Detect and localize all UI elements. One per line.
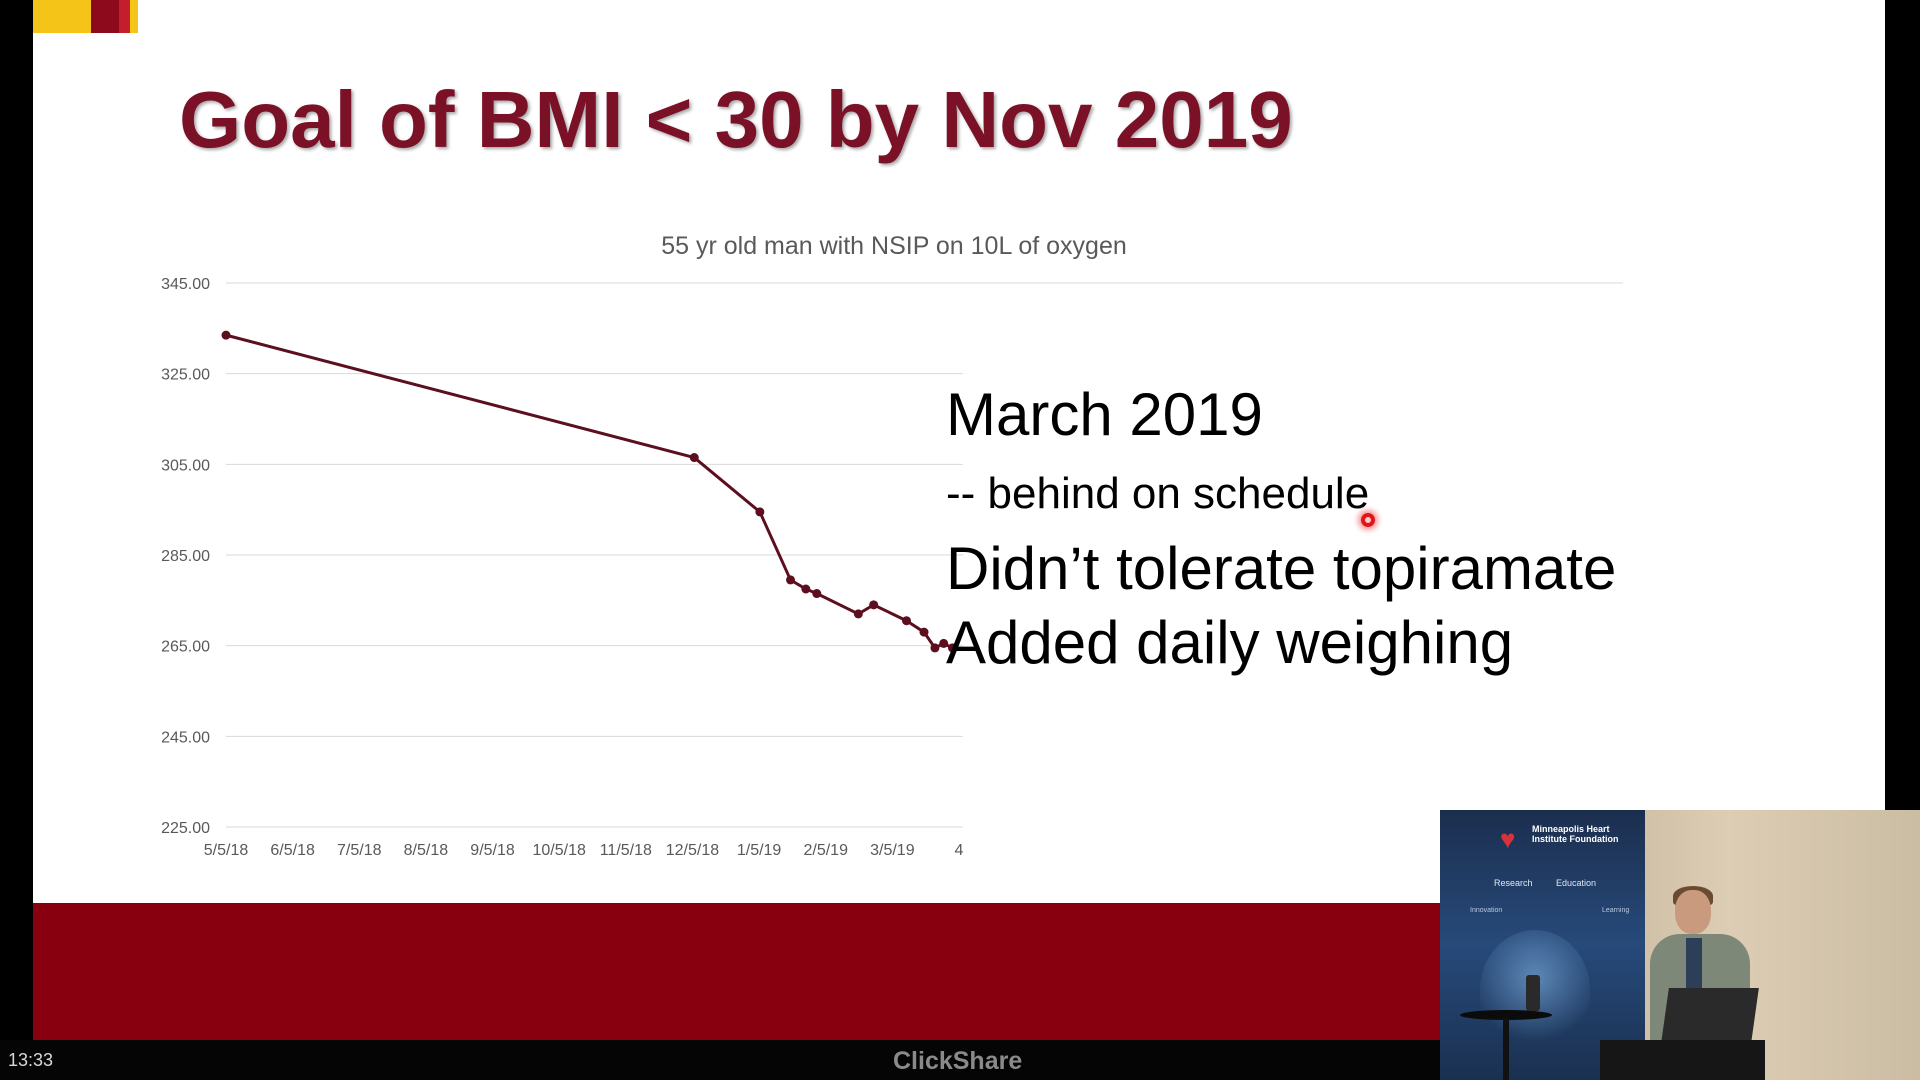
side-table — [1460, 1010, 1552, 1020]
heart-logo-icon: ♥ — [1500, 824, 1516, 854]
y-tick-label: 305.00 — [161, 457, 210, 474]
banner-education: Education — [1556, 878, 1597, 888]
data-point — [786, 575, 796, 585]
water-bottle — [1526, 975, 1540, 1011]
x-tick-label: 2/5/19 — [803, 842, 848, 859]
x-tick-label: 12/5/18 — [666, 842, 719, 859]
banner-title: Minneapolis Heart Institute Foundation — [1532, 824, 1619, 844]
x-tick-label: 5/5/18 — [204, 842, 249, 859]
banner-research: Research — [1494, 878, 1533, 888]
data-point — [947, 643, 957, 653]
note-topiramate: Didn’t tolerate topiramate — [946, 535, 1617, 602]
university-logo-mark — [33, 0, 138, 33]
x-tick-label: 1/5/19 — [737, 842, 782, 859]
laptop — [1661, 988, 1759, 1043]
data-point — [755, 507, 765, 517]
data-point — [853, 609, 863, 619]
note-daily-weighing: Added daily weighing — [946, 609, 1514, 676]
y-axis-labels: 345.00 325.00 305.00 285.00 265.00 245.00 225.… — [161, 276, 210, 837]
slide-title: Goal of BMI < 30 by Nov 2019 — [179, 75, 1293, 164]
y-tick-label: 285.00 — [161, 548, 210, 565]
data-point — [801, 584, 811, 594]
x-tick-label: 10/5/18 — [532, 842, 585, 859]
x-tick-label: 7/5/18 — [337, 842, 382, 859]
chart-title: 55 yr old man with NSIP on 10L of oxygen — [661, 232, 1127, 260]
x-axis-labels: 5/5/18 6/5/18 7/5/18 8/5/18 9/5/18 10/5/18 11/… — [204, 842, 964, 859]
data-point — [939, 638, 949, 648]
note-march-2019: March 2019 — [946, 381, 1263, 448]
clickshare-label: ClickShare — [893, 1047, 1023, 1075]
x-tick-label: 6/5/18 — [270, 842, 315, 859]
weight-line-chart: 55 yr old man with NSIP on 10L of oxygen… — [161, 232, 1623, 859]
x-tick-label: 8/5/18 — [404, 842, 449, 859]
data-point — [930, 643, 940, 653]
data-point — [812, 589, 822, 599]
presenter-video-feed: ♥ Minneapolis Heart Institute Foundation… — [1440, 810, 1920, 1080]
weight-series-line — [225, 333, 954, 650]
note-behind-schedule: -- behind on schedule — [946, 469, 1370, 518]
x-tick-label: 11/5/18 — [600, 842, 652, 859]
data-point — [869, 600, 879, 610]
x-tick-label: 9/5/18 — [470, 842, 515, 859]
y-tick-label: 265.00 — [161, 639, 210, 656]
data-point — [689, 453, 699, 463]
y-tick-label: 245.00 — [161, 729, 210, 746]
clock-readout: 13:33 — [8, 1050, 54, 1070]
y-tick-label: 225.00 — [161, 820, 210, 837]
chart-gridlines — [226, 282, 1623, 828]
data-point — [919, 627, 929, 637]
chart-series — [221, 330, 957, 653]
laser-pointer-dot — [1361, 513, 1375, 527]
y-tick-label: 345.00 — [161, 276, 210, 293]
y-tick-label: 325.00 — [161, 367, 210, 384]
data-point — [221, 330, 231, 340]
side-table-leg — [1503, 1018, 1509, 1080]
x-tick-label: 3/5/19 — [870, 842, 915, 859]
data-point — [901, 616, 911, 626]
x-tick-label: 4 — [955, 842, 964, 859]
banner-innovation: Innovation — [1470, 907, 1503, 914]
lectern — [1600, 1040, 1765, 1080]
banner-learning: Learning — [1602, 907, 1630, 914]
